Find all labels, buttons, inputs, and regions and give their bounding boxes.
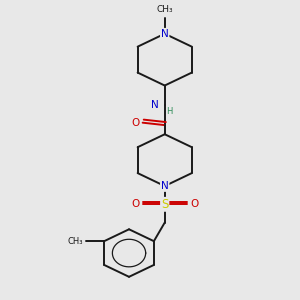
Text: O: O — [131, 199, 140, 209]
Text: H: H — [167, 107, 173, 116]
Text: S: S — [161, 198, 168, 211]
Text: O: O — [131, 118, 140, 128]
Text: CH₃: CH₃ — [156, 4, 173, 14]
Text: O: O — [190, 199, 198, 209]
Text: CH₃: CH₃ — [67, 237, 83, 246]
Text: N: N — [151, 100, 159, 110]
Text: N: N — [161, 29, 169, 39]
Text: N: N — [161, 181, 169, 191]
